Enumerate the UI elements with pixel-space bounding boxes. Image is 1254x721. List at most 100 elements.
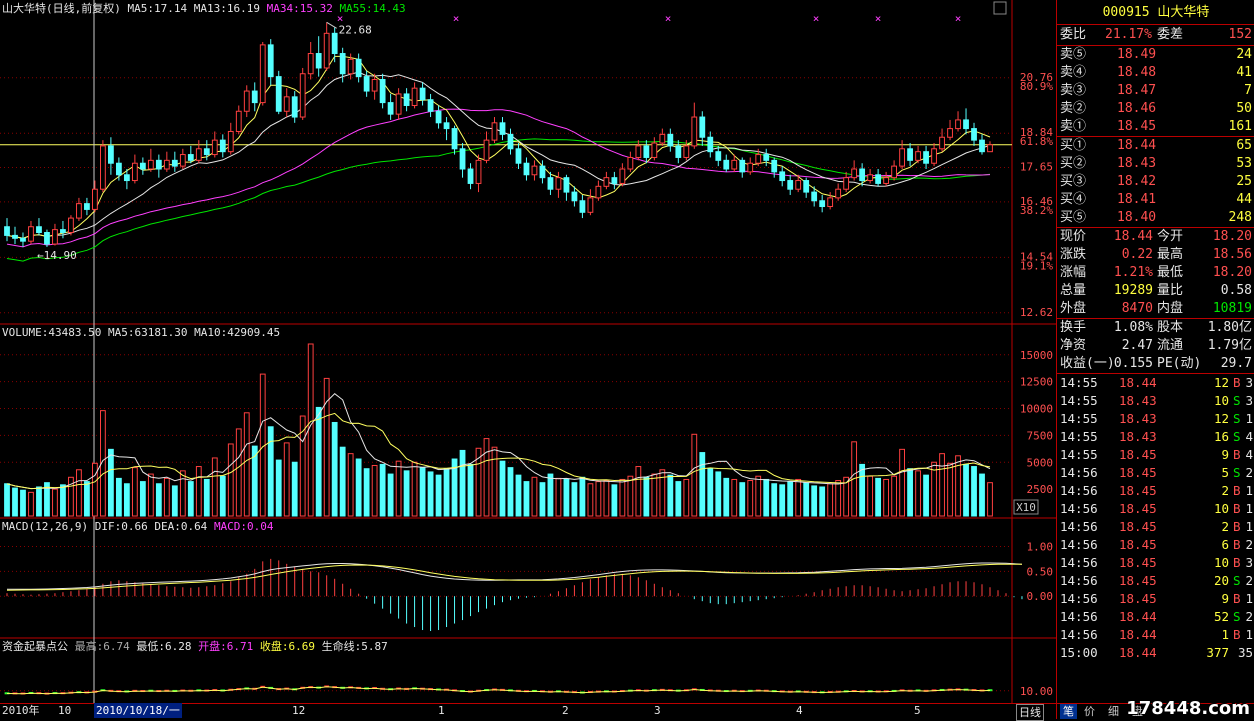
tick-volume: 377 [1206,645,1229,660]
tick-side: S [1233,465,1241,480]
stat-value: 29.7 [1220,356,1252,371]
volume-bar [475,447,482,517]
tick-row[interactable]: 14:56 18.45 5 S 2 [1057,464,1254,482]
stat-row: 现价 18.44 今开 18.20 [1057,228,1254,246]
x-label-year: 2010年 [2,704,40,717]
candle-body [827,197,834,208]
ma5-line [6,55,991,239]
volume-bar [123,483,130,517]
tick-row[interactable]: 14:55 18.45 9 B 4 [1057,446,1254,464]
ask-level: 卖④ [1060,65,1087,80]
tick-row[interactable]: 14:55 18.43 12 S 1 [1057,410,1254,428]
tick-row[interactable]: 14:56 18.45 2 B 1 [1057,518,1254,536]
ma5-label: MA5:17.14 [127,2,188,15]
bid-price: 18.44 [1117,138,1157,153]
tick-count: 1 [1245,483,1253,498]
candle-body [403,93,410,106]
tick-time: 14:56 [1060,555,1098,570]
volume-bar [92,462,98,517]
volume-bar [283,442,290,517]
volume-bar [355,458,362,517]
tab-detail[interactable]: 细 [1108,705,1119,718]
volume-ma5-line [6,393,991,490]
date-axis [0,703,1056,720]
tick-row[interactable]: 14:56 18.45 20 S 2 [1057,572,1254,590]
tick-price: 18.44 [1119,375,1157,390]
tick-row[interactable]: 14:56 18.45 9 B 1 [1057,590,1254,608]
volume-axis-label: 7500 [1027,429,1054,442]
volume-bar [755,475,762,517]
candle-body [915,151,921,161]
ask-volume: 50 [1236,101,1252,116]
stat-value: 0.22 [1121,247,1153,262]
tab-ticks[interactable]: 笔 [1060,704,1077,719]
tick-price: 18.45 [1119,465,1157,480]
period-selector[interactable]: 日线 [1016,704,1044,721]
bid-level: 买① [1060,138,1087,153]
candle-body [763,154,770,161]
candle-body [539,165,546,179]
volume-bar [499,460,506,517]
tab-price[interactable]: 价 [1084,705,1095,718]
tick-row[interactable]: 14:56 18.45 2 B 1 [1057,482,1254,500]
tick-volume: 10 [1213,501,1229,516]
bid-price: 18.40 [1117,210,1157,225]
tick-row[interactable]: 15:00 18.44 377 35 [1057,644,1254,662]
tick-row[interactable]: 14:55 18.44 12 B 3 [1057,374,1254,392]
price-axis-label: 16.46 [1020,195,1053,208]
tick-row[interactable]: 14:55 18.43 10 S 3 [1057,392,1254,410]
candle-body [571,191,578,202]
volume-bar [547,473,554,517]
volume-bar [643,476,650,517]
candle-body [675,145,682,158]
volume-bar [963,463,969,517]
tick-time: 14:55 [1060,429,1098,444]
volume-bar [627,475,634,517]
candle-body [451,128,458,150]
tick-count: 1 [1245,591,1253,606]
candle-body [92,188,98,210]
tick-count: 35 [1237,645,1253,660]
tick-row[interactable]: 14:56 18.45 6 B 2 [1057,536,1254,554]
candle-body [979,139,985,153]
tick-row[interactable]: 14:56 18.45 10 B 1 [1057,500,1254,518]
tick-side: B [1233,537,1241,552]
candle-body [811,191,818,202]
candle-body [891,165,897,179]
stat-row: 换手 1.08% 股本 1.80亿 [1057,319,1254,337]
tick-count: 2 [1245,537,1253,552]
ma55-line [6,138,991,262]
ask-list: 卖⑤ 18.49 24 卖④ 18.48 41 卖③ 18.47 7 卖② 18.46 50 卖① 18.… [1057,46,1254,137]
candle-body [931,148,937,164]
candle-body [427,99,434,112]
tick-row[interactable]: 14:56 18.44 1 B 1 [1057,626,1254,644]
stat-label: 外盘 [1060,301,1087,316]
tab-book[interactable]: 盘 [1132,705,1143,718]
tick-list[interactable]: 14:55 18.44 12 B 3 14:55 18.43 10 S 3 14:55 18.43 12… [1057,374,1254,662]
volume-bar [235,428,242,517]
x-label-dec: 12 [292,704,306,717]
signal-marker: × [875,12,882,25]
candle-body [12,234,18,239]
volume-bar [347,453,354,517]
tick-time: 14:55 [1060,447,1098,462]
tick-row[interactable]: 14:55 18.43 16 S 4 [1057,428,1254,446]
tick-row[interactable]: 14:56 18.44 52 S 2 [1057,608,1254,626]
candle-body [84,203,90,210]
volume-bar [835,480,842,517]
ask-level: 卖⑤ [1060,47,1087,62]
volume-bar [915,470,921,517]
tick-row[interactable]: 14:56 18.45 10 B 3 [1057,554,1254,572]
candle-body [595,185,602,199]
bid-level: 买④ [1060,192,1087,207]
candle-body [875,174,882,184]
stat-value: 1.80亿 [1207,320,1252,335]
price-axis-label: 18.84 [1020,126,1053,139]
volume-bar [211,457,218,517]
window-button [993,1,1007,15]
tick-side: S [1233,573,1241,588]
volume-bar [163,477,170,517]
candle-body [195,148,202,161]
tick-time: 14:56 [1060,591,1098,606]
